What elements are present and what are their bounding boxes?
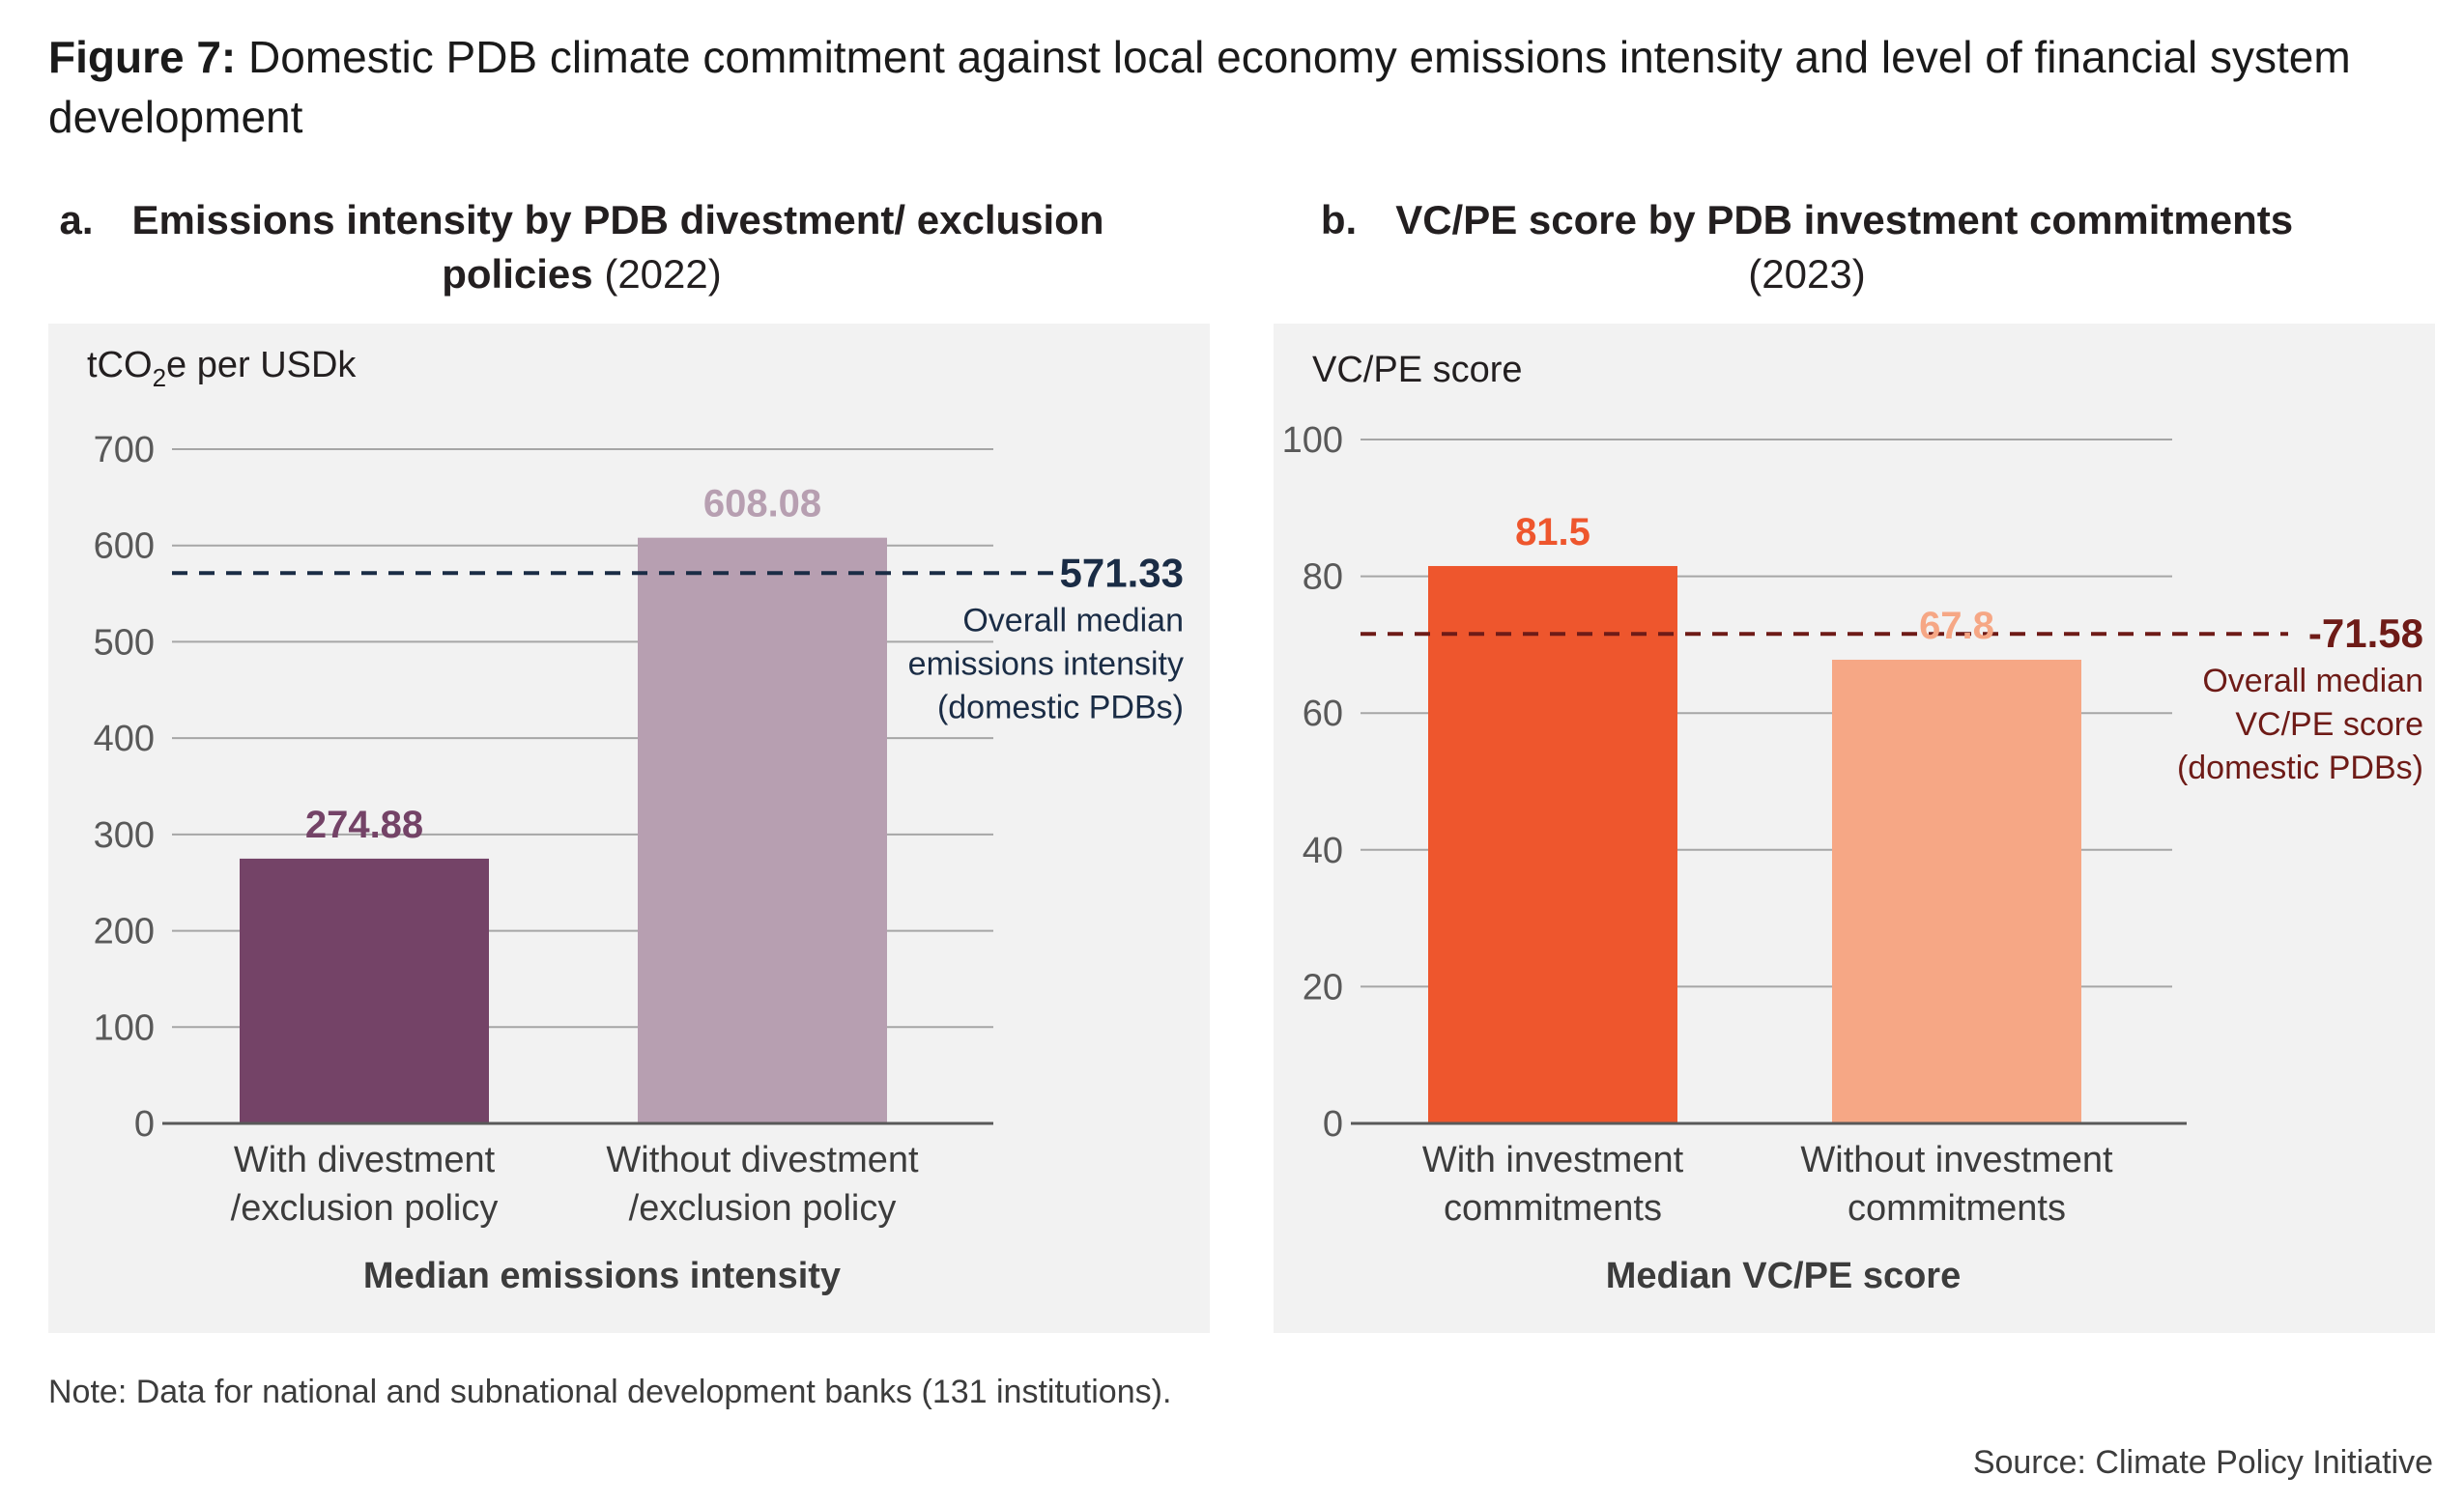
reference-note-line: Overall median — [962, 602, 1184, 638]
x-category-label: Without investment — [1800, 1140, 2113, 1180]
bar-value-label: 81.5 — [1515, 511, 1590, 553]
y-tick-label: 600 — [94, 526, 155, 567]
bar — [638, 537, 887, 1123]
reference-note-line: (domestic PDBs) — [937, 689, 1184, 725]
bar-value-label: 274.88 — [305, 804, 423, 846]
y-tick-label: 0 — [134, 1104, 155, 1145]
reference-note-line: VC/PE score — [2235, 706, 2423, 743]
y-axis-label: VC/PE score — [1312, 350, 1523, 390]
figure-title: Figure 7: Domestic PDB climate commitmen… — [48, 27, 2387, 147]
bar-value-label: 67.8 — [1919, 605, 1994, 647]
panel-a-title-text: Emissions intensity by PDB divestment/ e… — [131, 197, 1104, 297]
figure-label: Figure 7: — [48, 32, 237, 82]
y-tick-label: 40 — [1303, 831, 1343, 871]
chart-b-svg: VC/PE score 0 20 40 60 80 100 81.5 67.8 -71.58 Ove… — [1282, 350, 2423, 1296]
bar — [240, 858, 489, 1123]
reference-note-line: (domestic PDBs) — [2177, 750, 2423, 786]
x-category-label: Without divestment — [606, 1140, 919, 1180]
x-axis-title: Median emissions intensity — [363, 1256, 841, 1296]
reference-value-label: 571.33 — [1060, 550, 1184, 595]
x-category-label: /exclusion policy — [231, 1188, 499, 1229]
x-axis-title: Median VC/PE score — [1606, 1256, 1961, 1296]
panel-b-title-text: VC/PE score by PDB investment commitment… — [1395, 197, 2294, 242]
panel-b-title: b. VC/PE score by PDB investment commitme… — [1275, 193, 2338, 301]
figure-title-text: Domestic PDB climate commitment against … — [48, 32, 2351, 142]
y-tick-label: 400 — [94, 719, 155, 759]
reference-value-label: -71.58 — [2308, 610, 2423, 656]
chart-b: VC/PE score 0 20 40 60 80 100 81.5 67.8 -71.58 Ove… — [1274, 324, 2435, 1333]
reference-note-line: emissions intensity — [908, 645, 1184, 682]
chart-a: tCO2e per USDk 0 100 200 300 400 500 600 700 274.… — [48, 324, 1210, 1333]
y-tick-label: 700 — [94, 430, 155, 470]
y-tick-label: 100 — [94, 1007, 155, 1048]
note-text: Note: Data for national and subnational … — [48, 1374, 1172, 1410]
x-category-label: /exclusion policy — [629, 1188, 897, 1229]
y-tick-label: 20 — [1303, 967, 1343, 1007]
y-tick-label: 500 — [94, 622, 155, 663]
x-category-label: commitments — [1444, 1188, 1662, 1229]
y-axis-label: tCO2e per USDk — [87, 345, 357, 392]
bar — [1428, 565, 1677, 1123]
y-tick-label: 80 — [1303, 557, 1343, 598]
source-text: Source: Climate Policy Initiative — [1972, 1444, 2433, 1481]
y-tick-label: 60 — [1303, 694, 1343, 734]
y-tick-label: 200 — [94, 912, 155, 952]
bar-value-label: 608.08 — [703, 483, 821, 525]
reference-note-line: Overall median — [2202, 663, 2423, 699]
x-category-label: With divestment — [234, 1140, 496, 1180]
panel-a-year: (2022) — [604, 251, 722, 297]
y-tick-label: 300 — [94, 815, 155, 856]
panel-a-title: a. Emissions intensity by PDB divestment/… — [50, 193, 1113, 301]
panel-a-letter: a. — [59, 197, 94, 242]
chart-a-svg: tCO2e per USDk 0 100 200 300 400 500 600 700 274.… — [87, 345, 1184, 1296]
bar — [1832, 659, 2081, 1123]
y-tick-label: 0 — [1323, 1104, 1343, 1145]
x-category-label: With investment — [1422, 1140, 1684, 1180]
y-tick-label: 100 — [1282, 420, 1343, 461]
panel-b-letter: b. — [1320, 197, 1358, 242]
x-category-label: commitments — [1848, 1188, 2066, 1229]
panel-b-year: (2023) — [1748, 251, 1866, 297]
